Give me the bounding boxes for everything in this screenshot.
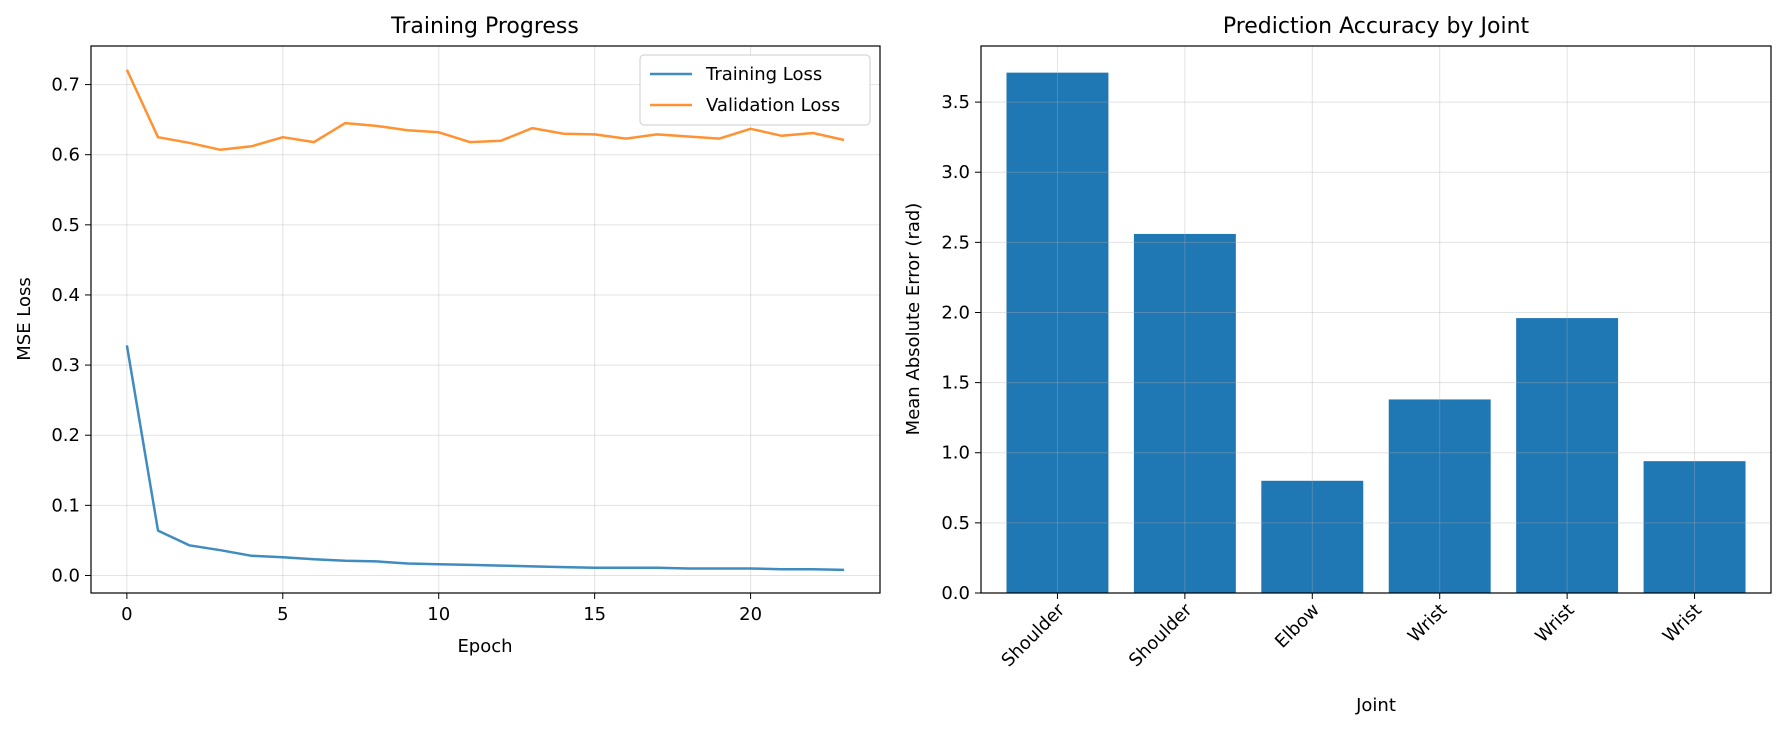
bar-shoulder-0 xyxy=(1006,72,1109,593)
left-y-tick-label: 0.2 xyxy=(51,425,80,446)
series-line-training-loss xyxy=(125,345,845,572)
legend: Training Loss Validation Loss xyxy=(639,54,871,126)
left-series-lines xyxy=(125,69,845,572)
left-x-ticks: 0 5 10 15 20 xyxy=(121,593,762,625)
right-bars xyxy=(1006,72,1746,593)
left-x-tick-label: 0 xyxy=(121,604,132,625)
left-y-axis-label: MSE Loss xyxy=(14,277,35,361)
left-y-tick-label: 0.4 xyxy=(51,285,80,306)
right-chart-title: Prediction Accuracy by Joint xyxy=(1223,14,1530,39)
series-line-validation-loss xyxy=(125,69,845,152)
legend-box xyxy=(639,54,871,126)
training-progress-chart: Training Progress 0 5 10 15 20 0.00.10.20.30… xyxy=(14,14,881,657)
right-y-ticks: 0.0 0.5 1.0 1.5 2.0 2.5 3.0 3.5 xyxy=(941,92,981,604)
left-x-tick-label: 20 xyxy=(739,604,762,625)
right-y-tick-label: 3.5 xyxy=(941,92,970,113)
legend-label-validation-loss: Validation Loss xyxy=(706,95,840,116)
left-chart-title: Training Progress xyxy=(390,14,579,39)
bar-wrist-5 xyxy=(1643,461,1746,593)
right-x-axis-label: Joint xyxy=(1355,695,1396,716)
right-y-tick-label: 0.5 xyxy=(941,513,970,534)
left-x-tick-label: 10 xyxy=(427,604,450,625)
right-y-tick-label: 2.5 xyxy=(941,232,970,253)
right-y-tick-label: 3.0 xyxy=(941,162,970,183)
left-y-tick-label: 0.6 xyxy=(51,145,80,166)
bar-wrist-4 xyxy=(1516,318,1619,593)
bar-elbow-2 xyxy=(1261,480,1364,593)
left-y-tick-label: 0.5 xyxy=(51,215,80,236)
left-x-axis-label: Epoch xyxy=(457,636,512,657)
right-axes-frame xyxy=(980,45,1772,594)
left-axes-frame xyxy=(90,45,881,594)
left-y-tick-label: 0.1 xyxy=(51,495,80,516)
left-y-tick-label: 0.3 xyxy=(51,355,80,376)
left-y-ticks: 0.0 0.1 0.2 0.3 0.4 0.5 0.6 0.7 xyxy=(51,75,91,586)
right-y-tick-label: 1.0 xyxy=(941,443,970,464)
bar-shoulder-1 xyxy=(1133,233,1236,593)
left-x-tick-label: 15 xyxy=(583,604,606,625)
right-y-tick-label: 1.5 xyxy=(941,373,970,394)
right-y-tick-label: 2.0 xyxy=(941,302,970,323)
right-y-tick-label: 0.0 xyxy=(941,583,970,604)
right-y-axis-label: Mean Absolute Error (rad) xyxy=(903,203,924,436)
left-gridlines xyxy=(91,46,880,593)
legend-label-training-loss: Training Loss xyxy=(705,64,822,85)
left-x-tick-label: 5 xyxy=(277,604,288,625)
left-y-tick-label: 0.7 xyxy=(51,75,80,96)
left-y-tick-label: 0.0 xyxy=(51,565,80,586)
bar-wrist-3 xyxy=(1388,399,1491,593)
